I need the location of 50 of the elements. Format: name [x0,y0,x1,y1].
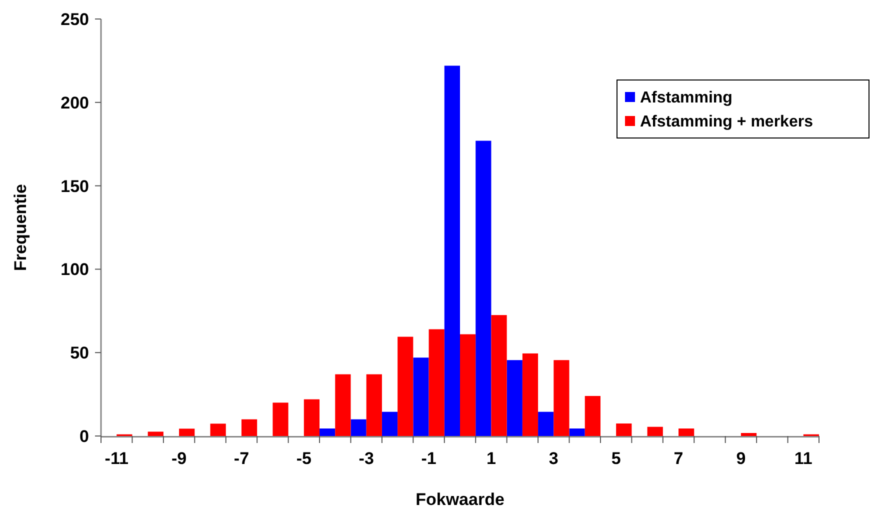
x-tick-label: -3 [358,449,374,468]
x-tick-label: 3 [548,449,558,468]
y-tick-label: 0 [80,426,89,446]
bar [428,329,444,436]
x-tick-label: -7 [234,449,250,468]
bar [538,412,554,436]
bar [148,432,164,436]
bar [491,315,507,436]
x-tick-label: 5 [611,449,621,468]
y-tick-label: 200 [60,93,89,112]
x-tick-label: -5 [296,449,312,468]
x-tick-label: -9 [171,449,187,468]
bar [382,412,398,436]
y-tick-label: 50 [70,344,89,363]
x-tick-label: -11 [104,449,128,468]
bar [320,428,336,436]
bar [476,140,492,436]
bar [460,334,476,436]
bar [678,428,694,436]
bar [366,374,382,436]
bar [522,353,538,436]
bar [304,399,320,436]
bar [444,66,460,436]
bar [616,423,632,436]
x-tick-label: 7 [674,449,684,468]
bar [241,419,258,436]
bar [740,433,757,436]
bar [569,428,585,436]
bar [554,360,570,436]
bar [210,424,226,436]
y-axis-title: Frequentie [11,184,30,271]
y-tick-label: 250 [60,10,89,29]
legend-label: Afstamming [640,90,732,107]
bar [179,428,195,436]
x-tick-label: 1 [486,449,496,468]
y-tick-label: 150 [60,176,89,196]
bar [350,419,366,436]
bar [506,360,522,436]
bar [272,402,288,436]
x-tick-label: 11 [794,449,812,468]
bar [398,336,414,436]
x-tick-label: 9 [736,449,746,468]
bar [647,426,663,436]
x-tick-label: -1 [421,449,436,468]
y-tick-label: 100 [60,260,89,280]
x-axis-title: Fokwaarde [416,490,504,509]
bar [413,358,429,436]
legend-label: Afstamming + merkers [640,114,814,131]
bar [584,396,600,436]
bar [335,374,351,436]
